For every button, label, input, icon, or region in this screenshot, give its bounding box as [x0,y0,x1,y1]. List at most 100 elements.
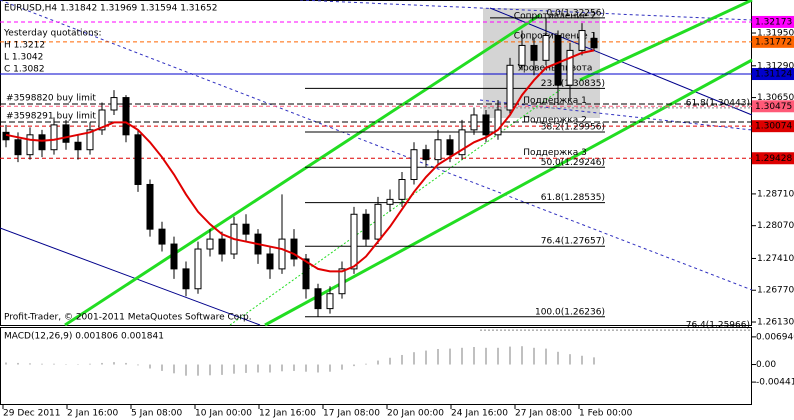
candle-body [482,114,490,136]
candle-body [506,64,514,111]
candle-body [74,141,82,151]
level-price: 1.30074 [755,122,792,132]
candle-body [446,139,454,156]
level-price: 1.32173 [755,17,792,27]
fib-label: 76.4(1.25966) [686,321,750,331]
candle-body [218,238,226,255]
candle-body [158,228,166,245]
channel-line [579,0,753,82]
level-box [752,120,794,133]
candle-body [398,179,406,200]
plot-layer: #3598820 buy limit #3598291 buy limit Сопр… [0,8,794,409]
info: Yesterday quotations: [3,29,101,39]
order-label: #3598820 buy limit [6,94,96,104]
candle-body [14,139,22,156]
candle-body [122,97,130,136]
level-box [752,152,794,165]
level-name: Поддержка 1 [523,96,587,106]
candle-body [86,129,94,151]
candle-body [470,114,478,131]
candle-body [50,124,58,151]
level-box [752,68,794,81]
candle-body [26,134,34,156]
trend-line-dotted [0,0,753,291]
level-price: 1.30475 [755,102,792,112]
candle-body [62,124,70,143]
x-tick-label: 24 Jan 16:00 [451,409,508,419]
main-panel [0,0,752,326]
candle-body [458,129,466,156]
candle-body [266,253,274,270]
candle-body [362,213,370,240]
candle-body [542,35,550,61]
y-tick-label: 1.31290 [757,61,794,71]
y-tick-label: 1.30650 [757,93,794,103]
candle-body [590,37,598,49]
candle-body [134,134,142,185]
y-tick-label: 1.26770 [757,286,794,296]
x-tick-label: 20 Jan 00:00 [387,409,444,419]
x-tick-label: 2 Jan 16:00 [67,409,119,419]
candle-body [338,268,346,295]
level-price: 1.31772 [755,37,792,47]
x-tick-label: 12 Jan 16:00 [259,409,316,419]
y-tick-label: 1.27410 [757,254,794,264]
moving-average [5,49,595,273]
candle-body [38,134,46,151]
trend-line-dotted [479,99,753,131]
candle-body [326,293,334,310]
candle-body [110,97,118,111]
macd-title: MACD(12,26,9) 0.001806 0.001841 [4,332,164,342]
candle-body [242,223,250,235]
candle-body [422,149,430,161]
level-price: 1.29428 [755,154,792,164]
candle-body [374,203,382,240]
copyright: Profit-Trader, © 2001-2011 MetaQuotes So… [4,313,252,323]
level-name: Сопротивление 2 [514,11,596,21]
fib-label: 0.0(1.32256) [546,8,605,18]
x-tick-label: 29 Dec 2011 [3,409,61,419]
fib-label: 50.0(1.29246) [541,158,605,168]
y-tick-label: 1.28070 [757,221,794,231]
candle-body [434,139,442,161]
trend-line [0,227,261,326]
level-box [752,100,794,113]
y-tick-label: 1.31950 [757,29,794,39]
info: L 1.3042 [4,53,43,63]
candle-body [350,213,358,270]
fib-label: 38.2(1.29956) [541,123,605,133]
level-box [752,15,794,28]
candle-body [494,109,502,136]
fib-label: 61.8(1.28535) [541,193,605,203]
candle-body [314,288,322,310]
candle-body [302,258,310,290]
candle-body [170,243,178,270]
candle-body [290,238,298,260]
candle-body [206,238,214,250]
candle-body [530,44,538,61]
y-tick-label: 1.26130 [757,318,794,328]
level-name: Поддержка 3 [523,148,587,158]
y-tick-label: -0.004410 [756,378,794,388]
candle-body [146,183,154,230]
candle-body [566,49,574,86]
x-tick-label: 17 Jan 08:00 [323,409,380,419]
header: EURUSD,H4 1.31842 1.31969 1.31594 1.3165… [4,4,217,14]
level-price: 1.31124 [755,70,792,80]
order-label: #3598291 buy limit [6,112,96,122]
level-name: Поддержка 2 [523,116,587,126]
x-tick-label: 27 Jan 08:00 [515,409,572,419]
y-tick-label: 1.28710 [757,189,794,199]
range-box [483,8,600,118]
x-tick-label: 1 Feb 00:00 [579,409,633,419]
candle-body [554,35,562,86]
candle-body [578,30,586,51]
candle-body [278,238,286,270]
level-box [752,35,794,48]
candle-body [518,44,526,66]
fib-label: 76.4(1.27657) [541,237,605,247]
x-tick-label: 10 Jan 00:00 [195,409,252,419]
channel-line [64,13,541,327]
